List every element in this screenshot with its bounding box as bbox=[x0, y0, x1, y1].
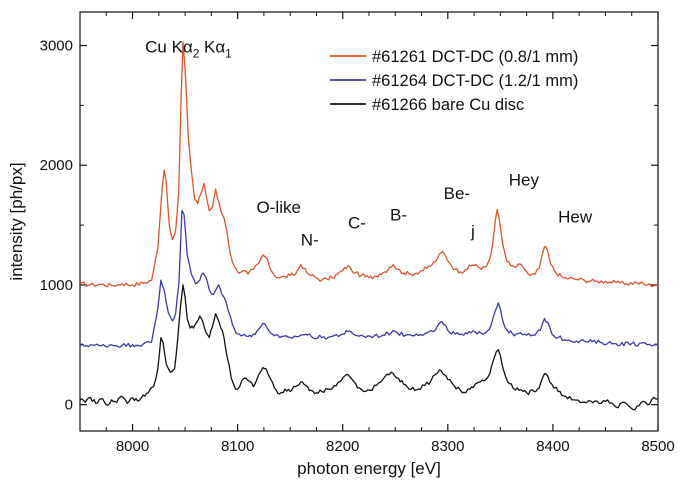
y-axis-title: intensity [ph/px] bbox=[7, 162, 26, 280]
annotation-b-minus: B- bbox=[390, 205, 407, 224]
series-line bbox=[79, 41, 659, 288]
series-line bbox=[79, 284, 659, 411]
annotation-j-label: j bbox=[470, 222, 475, 241]
annotation-o-like: O-like bbox=[257, 198, 301, 217]
y-tick-label: 2000 bbox=[40, 157, 73, 174]
annotation-cu-ka2: Cu Kα2 bbox=[145, 38, 200, 61]
x-tick-label: 8100 bbox=[221, 438, 254, 455]
y-tick-label: 1000 bbox=[40, 277, 73, 294]
y-tick-label: 0 bbox=[65, 397, 73, 414]
x-tick-label: 8300 bbox=[431, 438, 464, 455]
series-line bbox=[79, 210, 659, 348]
legend-label: #61266 bare Cu disc bbox=[372, 96, 524, 114]
annotation-c-minus: C- bbox=[348, 214, 366, 233]
legend: #61261 DCT-DC (0.8/1 mm) #61264 DCT-DC (1… bbox=[330, 48, 578, 114]
annotation-ka1: Kα1 bbox=[204, 38, 232, 61]
legend-label: #61261 DCT-DC (0.8/1 mm) bbox=[372, 48, 578, 66]
x-axis-title: photon energy [eV] bbox=[297, 459, 441, 478]
annotation-hey: Hey bbox=[509, 171, 540, 190]
legend-label: #61264 DCT-DC (1.2/1 mm) bbox=[372, 72, 578, 90]
x-tick-label: 8400 bbox=[536, 438, 569, 455]
x-axis-ticks: 8000 8100 8200 8300 8400 8500 bbox=[79, 12, 675, 455]
annotation-be-minus: Be- bbox=[444, 184, 470, 203]
x-tick-label: 8500 bbox=[641, 438, 674, 455]
annotation-n-minus: N- bbox=[301, 230, 319, 249]
x-tick-label: 8000 bbox=[116, 438, 149, 455]
x-tick-label: 8200 bbox=[326, 438, 359, 455]
series-layer bbox=[79, 41, 659, 411]
y-tick-label: 3000 bbox=[40, 38, 73, 55]
y-axis-ticks: 0 1000 2000 3000 bbox=[40, 38, 658, 414]
annotation-hew: Hew bbox=[558, 208, 593, 227]
